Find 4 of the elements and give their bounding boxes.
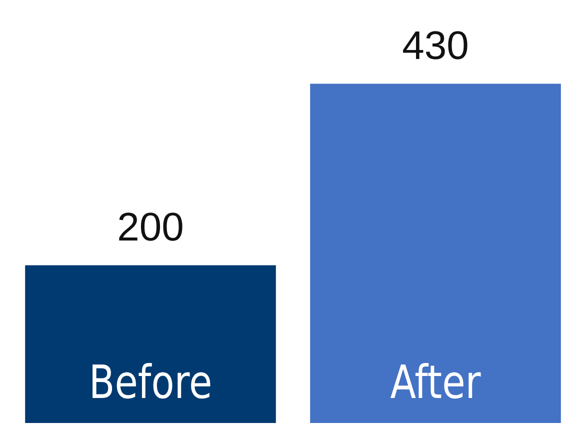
data-label: 430 bbox=[402, 24, 469, 68]
data-label: 200 bbox=[117, 205, 184, 250]
x-tick-label: Before bbox=[88, 355, 212, 409]
x-tick-label: After bbox=[390, 355, 482, 409]
